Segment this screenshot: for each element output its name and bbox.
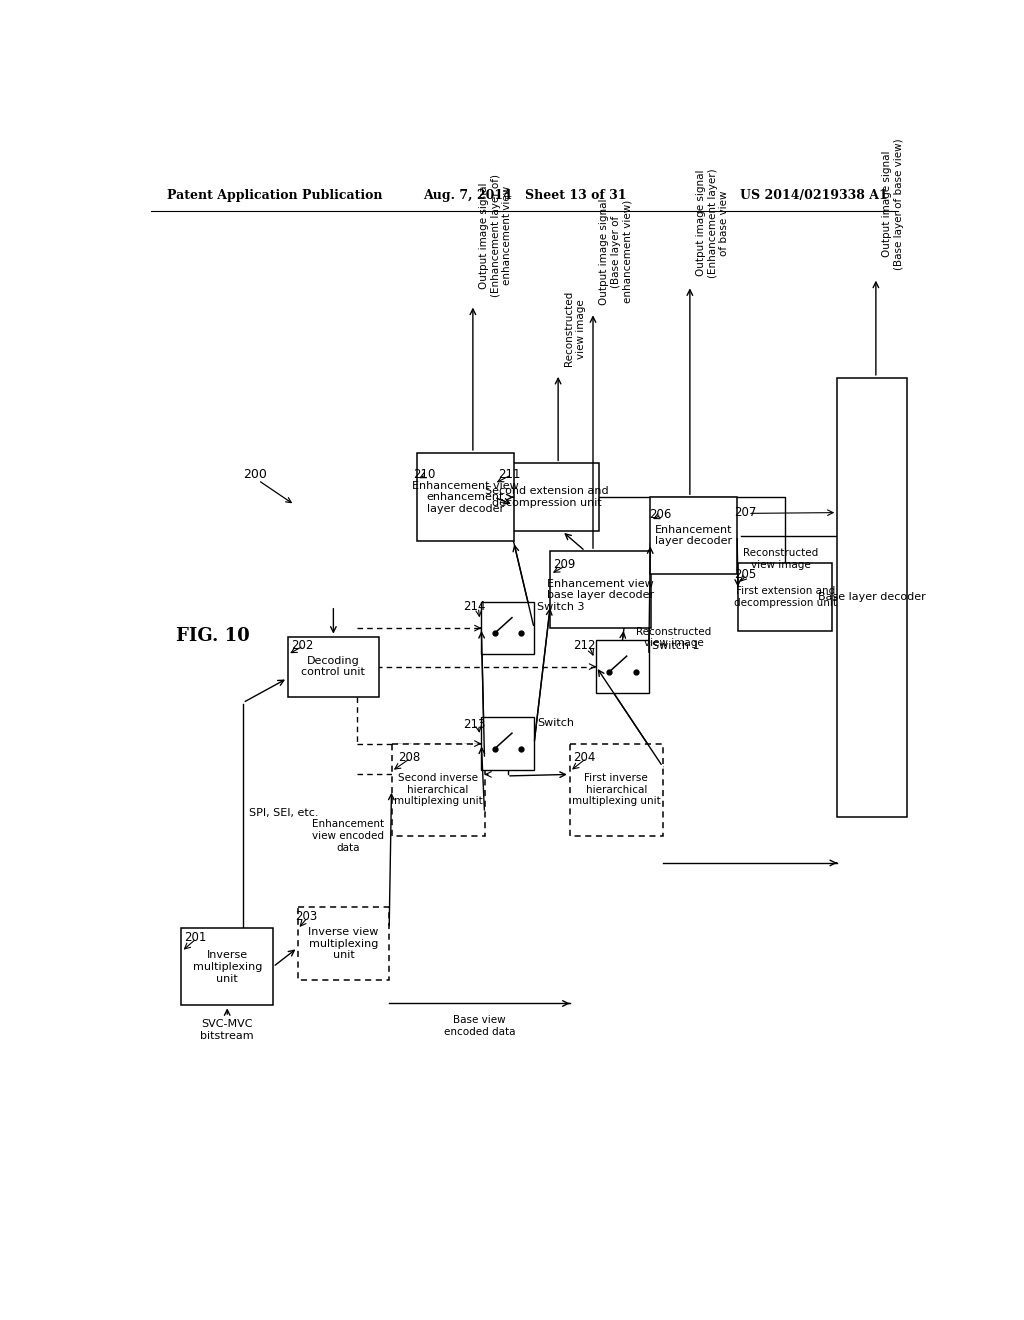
Text: Output image signal
(Base layer of
enhancement view): Output image signal (Base layer of enhan… <box>599 198 633 305</box>
Text: Reconstructed
view image: Reconstructed view image <box>636 627 712 648</box>
Text: 200: 200 <box>243 467 266 480</box>
Text: Enhancement view
enhancement
layer decoder: Enhancement view enhancement layer decod… <box>412 480 518 513</box>
Text: Enhancement view
base layer decoder: Enhancement view base layer decoder <box>547 578 654 601</box>
Text: Inverse view
multiplexing
unit: Inverse view multiplexing unit <box>308 927 379 961</box>
Bar <box>495 463 599 531</box>
Text: 202: 202 <box>291 639 313 652</box>
Text: Aug. 7, 2014   Sheet 13 of 31: Aug. 7, 2014 Sheet 13 of 31 <box>423 189 627 202</box>
Text: 212: 212 <box>573 639 596 652</box>
Text: Base view
encoded data: Base view encoded data <box>443 1015 515 1036</box>
Text: Output image signal
(Enhancement layer of)
enhancement view: Output image signal (Enhancement layer o… <box>479 174 512 297</box>
Text: Output image signal
(Base layer of base view): Output image signal (Base layer of base … <box>882 139 903 271</box>
Text: Output image signal
(Enhancement layer)
of base view: Output image signal (Enhancement layer) … <box>696 168 729 277</box>
Bar <box>596 640 649 693</box>
Text: Inverse
multiplexing
unit: Inverse multiplexing unit <box>193 950 262 983</box>
Text: SPI, SEI, etc.: SPI, SEI, etc. <box>249 808 318 817</box>
Text: 210: 210 <box>414 467 435 480</box>
Text: Base layer decoder: Base layer decoder <box>818 593 926 602</box>
Text: Enhancement
view encoded
data: Enhancement view encoded data <box>311 820 384 853</box>
Text: 206: 206 <box>649 508 671 520</box>
Text: Reconstructed
view image: Reconstructed view image <box>564 290 586 367</box>
Text: Enhancement
layer decoder: Enhancement layer decoder <box>655 525 732 546</box>
Text: First inverse
hierarchical
multiplexing unit: First inverse hierarchical multiplexing … <box>571 774 660 807</box>
Text: Decoding
control unit: Decoding control unit <box>301 656 366 677</box>
Text: Switch: Switch <box>538 718 574 727</box>
Bar <box>288 636 379 697</box>
Text: Switch 1: Switch 1 <box>652 640 699 651</box>
Bar <box>569 743 663 836</box>
Bar <box>650 498 737 574</box>
Text: FIG. 10: FIG. 10 <box>176 627 250 644</box>
Bar <box>838 378 907 817</box>
Text: US 2014/0219338 A1: US 2014/0219338 A1 <box>739 189 888 202</box>
Text: Second inverse
hierarchical
multiplexing unit: Second inverse hierarchical multiplexing… <box>393 774 482 807</box>
Text: 213: 213 <box>463 718 485 731</box>
Text: 203: 203 <box>295 911 316 924</box>
Text: 211: 211 <box>499 467 521 480</box>
Text: Second extension and
decompression unit: Second extension and decompression unit <box>484 486 608 508</box>
Text: 201: 201 <box>183 931 206 944</box>
Text: 208: 208 <box>397 751 420 764</box>
Text: 205: 205 <box>734 568 757 581</box>
Text: Reconstructed
view image: Reconstructed view image <box>743 548 818 570</box>
Bar <box>481 718 535 770</box>
Text: Switch 3: Switch 3 <box>538 602 585 612</box>
Bar <box>298 907 389 981</box>
Text: 204: 204 <box>573 751 596 764</box>
Text: First extension and
decompression unit: First extension and decompression unit <box>734 586 837 609</box>
Text: SVC-MVC
bitstream: SVC-MVC bitstream <box>201 1019 254 1041</box>
Text: 207: 207 <box>734 506 757 519</box>
Bar <box>738 564 833 631</box>
Bar <box>391 743 484 836</box>
Bar <box>417 453 514 541</box>
Text: Patent Application Publication: Patent Application Publication <box>167 189 382 202</box>
Text: 214: 214 <box>463 601 485 612</box>
Text: 209: 209 <box>553 558 575 572</box>
Bar <box>181 928 273 1006</box>
Bar <box>550 552 651 628</box>
Bar <box>481 602 535 655</box>
